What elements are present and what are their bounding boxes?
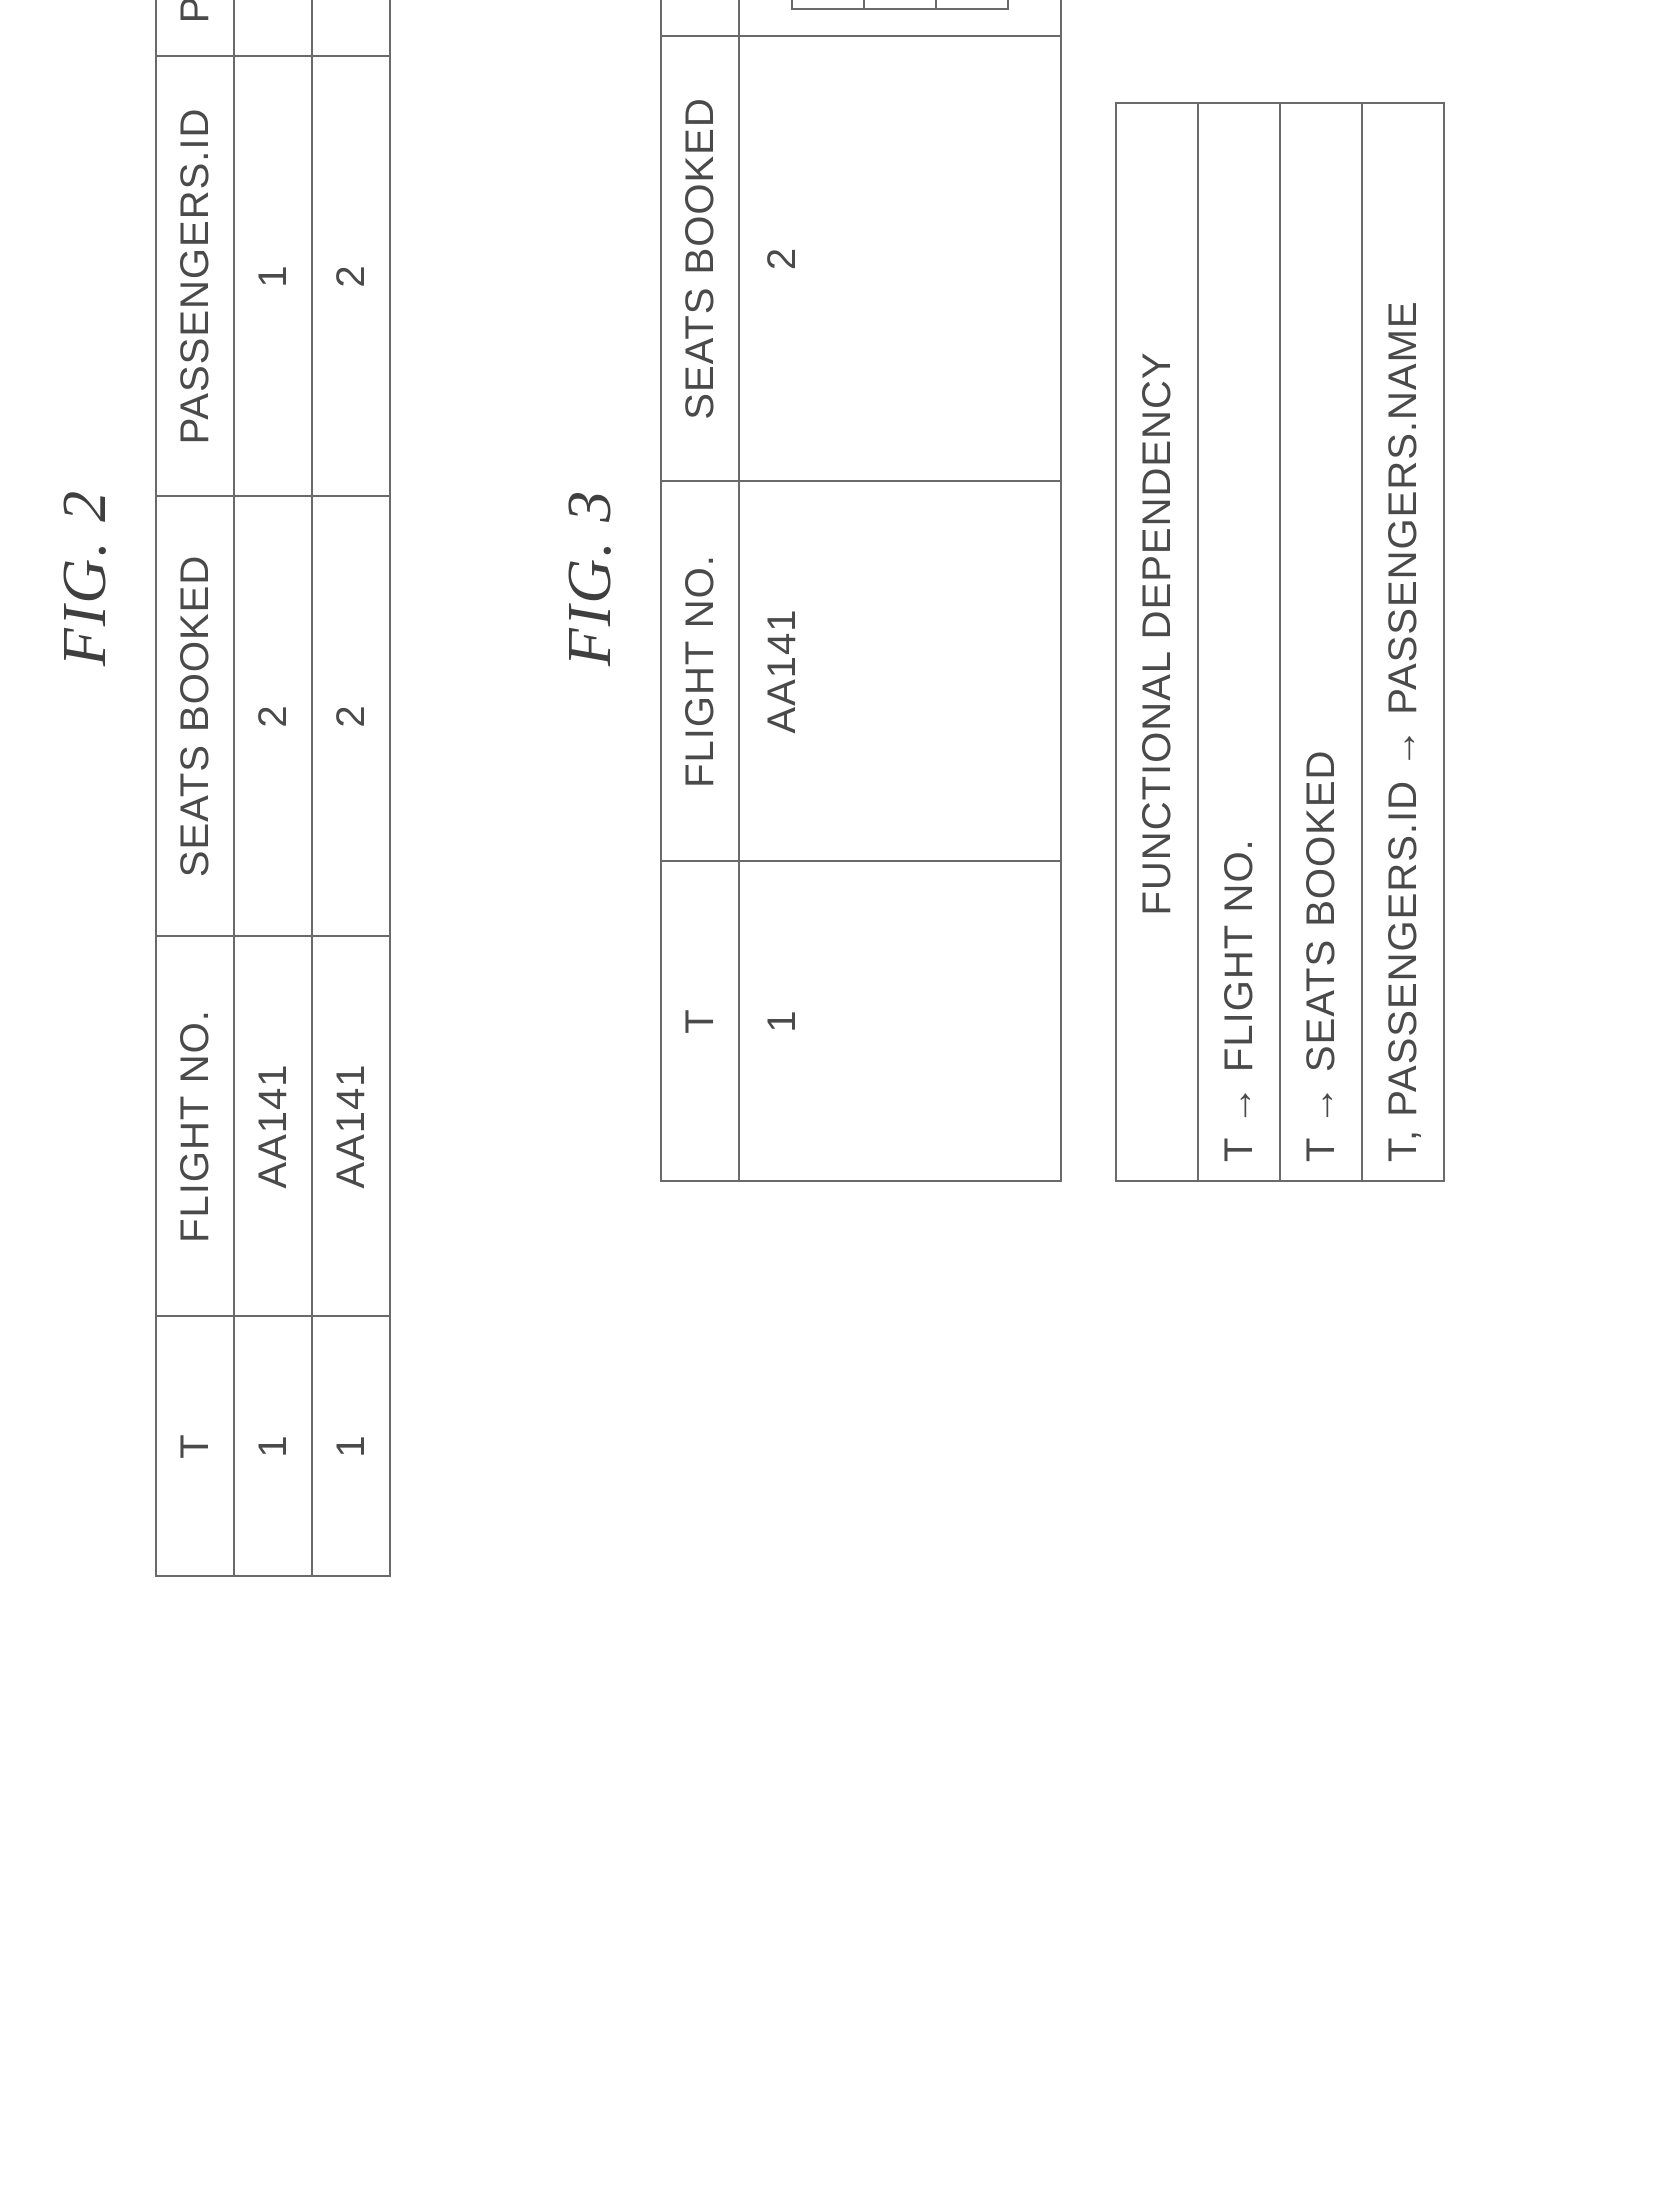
table-row: 2 JACK	[936, 0, 1008, 9]
fig3-h-t: T	[661, 861, 739, 1181]
nested-cell-id: 2	[936, 0, 1008, 9]
cell-seats: 2	[312, 496, 390, 936]
fig3-h-seats: SEATS BOOKED	[661, 36, 739, 481]
cell-fno: AA141	[234, 936, 312, 1316]
cell-seats: 2	[234, 496, 312, 936]
table-row: T, PASSENGERS.ID → PASSENGERS.NAME	[1362, 103, 1444, 1181]
table-row: T → SEATS BOOKED	[1280, 103, 1362, 1181]
fd-header-row: FUNCTIONAL DEPENDENCY	[1116, 103, 1198, 1181]
fig3-h-fno: FLIGHT NO.	[661, 481, 739, 861]
fig3-header-row: T FLIGHT NO. SEATS BOOKED PASSENGERS	[661, 0, 739, 1181]
table-row: 1 AA141 2 ID NAME 1 JOHN 2 JACK	[739, 0, 1061, 1181]
table-row: T → FLIGHT NO.	[1198, 103, 1280, 1181]
fig2-h-t: T	[156, 1316, 234, 1576]
cell-pid: 2	[312, 56, 390, 496]
fig3-h-pass: PASSENGERS	[661, 0, 739, 36]
cell-fno: AA141	[739, 481, 1061, 861]
cell-t: 1	[739, 861, 1061, 1181]
fig3-label: FIG. 3	[555, 0, 626, 1677]
fig2-h-seats: SEATS BOOKED	[156, 496, 234, 936]
cell-t: 1	[234, 1316, 312, 1576]
fig3-outer-table: T FLIGHT NO. SEATS BOOKED PASSENGERS 1 A…	[660, 0, 1062, 1182]
cell-fno: AA141	[312, 936, 390, 1316]
fd-row: T → FLIGHT NO.	[1198, 103, 1280, 1181]
cell-pid: 1	[234, 56, 312, 496]
fig3-nested-table: ID NAME 1 JOHN 2 JACK	[791, 0, 1009, 10]
nested-h-id: ID	[792, 0, 864, 9]
table-row: 1 JOHN	[864, 0, 936, 9]
cell-passengers-nested: ID NAME 1 JOHN 2 JACK	[739, 0, 1061, 36]
fd-row: T → SEATS BOOKED	[1280, 103, 1362, 1181]
fig2-h-pid: PASSENGERS.ID	[156, 56, 234, 496]
fd-header: FUNCTIONAL DEPENDENCY	[1116, 103, 1198, 1181]
table-row: 1 AA141 2 2 JACK	[312, 0, 390, 1576]
cell-pname: JACK	[312, 0, 390, 56]
fig2-header-row: T FLIGHT NO. SEATS BOOKED PASSENGERS.ID …	[156, 0, 234, 1576]
fig2-h-fno: FLIGHT NO.	[156, 936, 234, 1316]
nested-cell-id: 1	[864, 0, 936, 9]
nested-header-row: ID NAME	[792, 0, 864, 9]
cell-seats: 2	[739, 36, 1061, 481]
fd-table: FUNCTIONAL DEPENDENCY T → FLIGHT NO. T →…	[1115, 102, 1445, 1182]
cell-t: 1	[312, 1316, 390, 1576]
fig2-h-pname: PASSENGERS.NAME	[156, 0, 234, 56]
fig2-label: FIG. 2	[50, 0, 121, 1677]
cell-pname: JOHN	[234, 0, 312, 56]
fig2-table: T FLIGHT NO. SEATS BOOKED PASSENGERS.ID …	[155, 0, 391, 1577]
fd-row: T, PASSENGERS.ID → PASSENGERS.NAME	[1362, 103, 1444, 1181]
table-row: 1 AA141 2 1 JOHN	[234, 0, 312, 1576]
